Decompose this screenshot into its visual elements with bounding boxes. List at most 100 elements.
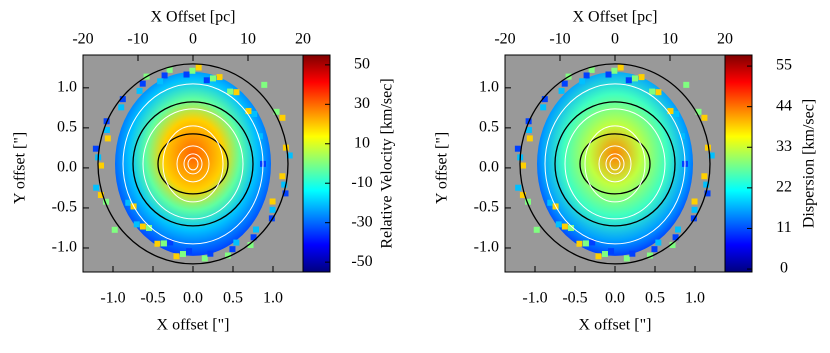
map-pixel [541, 96, 548, 103]
map-pixel [282, 190, 289, 197]
colorbar [302, 54, 331, 273]
colorbar-tick-label: -50 [351, 253, 372, 270]
map-pixel [683, 81, 690, 88]
map-pixel [261, 81, 268, 88]
map-pixel [98, 162, 105, 169]
map-pixel [103, 198, 110, 205]
contour-white [162, 125, 224, 203]
x-axis-label: X offset ["] [579, 317, 652, 334]
map-pixel [691, 206, 698, 213]
map-pixel [708, 152, 715, 159]
map-pixel [166, 66, 173, 73]
contour-white [122, 83, 264, 245]
map-pixel [588, 66, 595, 73]
map-pixel [608, 248, 615, 255]
x-tick-label: -1.0 [100, 290, 125, 307]
map-pixel [638, 74, 645, 81]
x-tick-label: 0.5 [645, 290, 665, 307]
map-pixel [273, 108, 280, 115]
contour-white [187, 157, 199, 171]
map-pixel [93, 184, 100, 191]
x2-axis-label: X Offset [pc] [572, 9, 657, 26]
map-pixel [161, 72, 168, 79]
x-tick-label: -0.5 [562, 290, 587, 307]
map-pixel [268, 215, 275, 222]
contour-black [579, 133, 651, 195]
map-pixel [154, 240, 161, 247]
map-pixel [179, 251, 186, 258]
map-pixel [247, 242, 254, 249]
colorbar-tick-label: 50 [354, 56, 370, 73]
map-pixel [227, 88, 234, 95]
map-pixel [558, 87, 565, 94]
map-pixel [704, 144, 711, 151]
map-pixel [589, 239, 596, 246]
contour-black [519, 63, 711, 265]
map-pixel [92, 145, 99, 152]
map-pixel [224, 252, 231, 259]
x-tick-label: 0.0 [605, 290, 625, 307]
map-pixel [136, 87, 143, 94]
map-pixel [579, 78, 586, 85]
x2-tick-label: -20 [72, 31, 93, 48]
map-pixel [233, 239, 240, 246]
contour-white [176, 145, 210, 183]
map-pixel [279, 173, 286, 180]
map-pixel [525, 198, 532, 205]
x2-tick-label: 20 [295, 31, 311, 48]
x-tick-label: 0.0 [183, 290, 203, 307]
x2-tick-label: 20 [717, 31, 733, 48]
colorbar-tick-label: 33 [776, 138, 792, 155]
map-pixel [157, 78, 164, 85]
y-axis-label: Y offset ["] [434, 132, 451, 204]
map-pixel [568, 224, 575, 231]
map-pixel [133, 221, 140, 228]
x2-axis-label: X Offset [pc] [150, 9, 235, 26]
map-pixel [667, 108, 674, 115]
y-tick-label: 0.5 [479, 119, 499, 136]
map-pixel [279, 114, 286, 121]
map-pixel [520, 162, 527, 169]
map-pixel [519, 192, 526, 199]
map-pixel [651, 246, 658, 253]
map-pixel [561, 80, 568, 87]
map-pixel [216, 74, 223, 81]
colorbar-tick-label: 0 [780, 260, 788, 277]
map-emission [537, 71, 693, 256]
map-pixel [582, 240, 589, 247]
map-pixel [209, 75, 216, 82]
map-pixel [103, 126, 110, 133]
map-pixel [631, 75, 638, 82]
contour-black [157, 133, 229, 195]
map-pixel [691, 198, 698, 205]
map-pixel [189, 67, 196, 74]
y-tick-label: 0.0 [479, 159, 499, 176]
y-tick-label: 1.0 [57, 79, 77, 96]
map-pixel [678, 133, 685, 140]
map-pixel [229, 246, 236, 253]
contour-black [132, 101, 254, 227]
map-pixel [201, 255, 208, 262]
map-pixel [623, 255, 630, 262]
y-tick-label: -0.5 [52, 199, 77, 216]
map-pixel [701, 173, 708, 180]
x-tick-label: 1.0 [685, 290, 705, 307]
map-emission [115, 71, 271, 256]
colorbar-tick-label: -10 [351, 174, 372, 191]
contour-white [183, 153, 203, 175]
map-pixel [649, 88, 656, 95]
map-pixel [526, 135, 533, 142]
map-pixel [173, 253, 180, 260]
map-pixel [119, 96, 126, 103]
map-pixel [576, 240, 583, 247]
map-pixel [672, 234, 679, 241]
map-pixel [118, 104, 125, 111]
colorbar-tick-label: -30 [351, 213, 372, 230]
map-pixel [514, 145, 521, 152]
x-tick-label: -1.0 [522, 290, 547, 307]
map-pixel [256, 133, 263, 140]
map-pixel [646, 252, 653, 259]
colorbar-tick-label: 30 [354, 95, 370, 112]
map-pixel [583, 72, 590, 79]
map-pixel [269, 198, 276, 205]
